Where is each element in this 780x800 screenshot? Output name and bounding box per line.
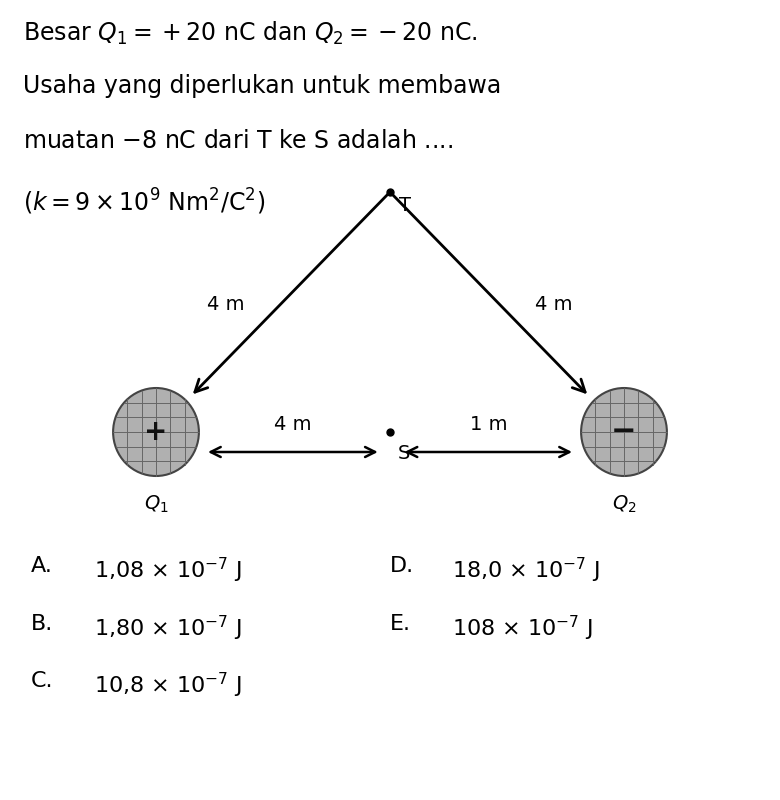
Text: +: + [144,418,168,446]
Circle shape [581,388,667,476]
Text: 4 m: 4 m [535,294,573,314]
Text: $Q_1$: $Q_1$ [144,494,168,515]
Text: E.: E. [390,614,411,634]
Text: muatan $-8$ nC dari T ke S adalah ....: muatan $-8$ nC dari T ke S adalah .... [23,129,454,153]
Text: 1,08 × 10$^{-7}$ J: 1,08 × 10$^{-7}$ J [94,556,242,586]
Text: 10,8 × 10$^{-7}$ J: 10,8 × 10$^{-7}$ J [94,671,242,701]
Text: C.: C. [31,671,54,691]
Text: 1 m: 1 m [470,415,507,434]
Text: 4 m: 4 m [274,415,312,434]
Text: $Q_2$: $Q_2$ [612,494,636,515]
Text: A.: A. [31,556,53,576]
Text: 4 m: 4 m [207,294,245,314]
Circle shape [113,388,199,476]
Text: $(k = 9 \times 10^9$ Nm$^2$/C$^2)$: $(k = 9 \times 10^9$ Nm$^2$/C$^2)$ [23,187,265,218]
Text: −: − [612,418,636,446]
Text: 108 × 10$^{-7}$ J: 108 × 10$^{-7}$ J [452,614,593,643]
Text: Besar $Q_1 = +20$ nC dan $Q_2 = -20$ nC.: Besar $Q_1 = +20$ nC dan $Q_2 = -20$ nC. [23,20,478,47]
Text: 1,80 × 10$^{-7}$ J: 1,80 × 10$^{-7}$ J [94,614,242,643]
Text: T: T [399,196,411,215]
Text: Usaha yang diperlukan untuk membawa: Usaha yang diperlukan untuk membawa [23,74,502,98]
Text: B.: B. [31,614,54,634]
Text: 18,0 × 10$^{-7}$ J: 18,0 × 10$^{-7}$ J [452,556,601,586]
Text: S: S [398,444,410,463]
Text: D.: D. [390,556,414,576]
